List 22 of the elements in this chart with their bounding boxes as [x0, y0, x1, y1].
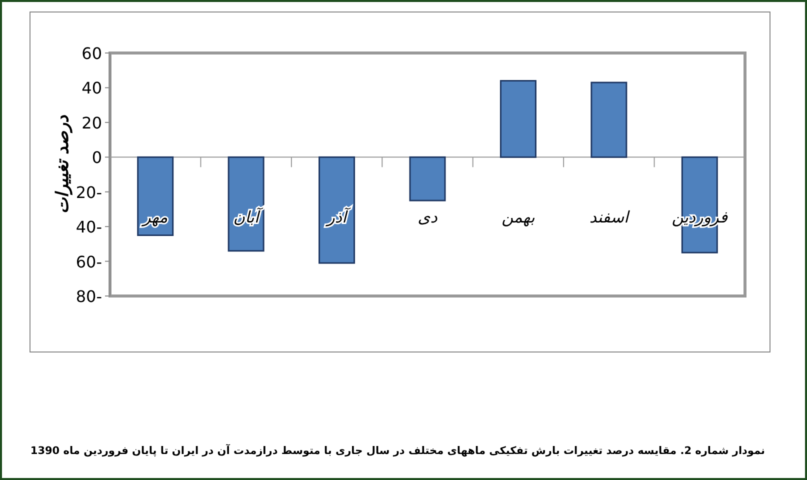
y-tick-label: 40 — [82, 78, 102, 98]
y-tick-label: 20- — [76, 182, 102, 202]
y-tick-label: 80- — [76, 287, 102, 306]
y-tick-label: 60- — [76, 252, 102, 272]
bar — [409, 156, 446, 202]
bar — [318, 156, 356, 264]
bar — [137, 156, 174, 236]
x-tick-label: آذر — [325, 206, 351, 227]
text: نمودار شماره 2. مقایسه درصد تغییرات بارش تفکیکی ماههای مختلف در سال جاری با متوسط درازمدت آن در ایران تا پایان فروردین ماه 1390 — [30, 443, 766, 457]
y-axis-title: درصد تغییرات — [53, 114, 73, 214]
y-tick-label: 60 — [82, 44, 102, 63]
x-tick-label: اسفند — [589, 208, 630, 227]
bar — [590, 82, 628, 158]
x-tick-label: آبان — [233, 206, 264, 227]
y-tick-label: 40- — [76, 218, 102, 237]
y-tick-label: 20 — [82, 113, 102, 132]
x-tick-label: دی — [418, 208, 438, 227]
x-tick-label: بهمن — [502, 208, 536, 227]
bar — [500, 80, 536, 158]
x-tick-label: مهر — [140, 208, 168, 227]
bar — [228, 156, 264, 252]
y-tick-label: 0 — [92, 148, 102, 168]
